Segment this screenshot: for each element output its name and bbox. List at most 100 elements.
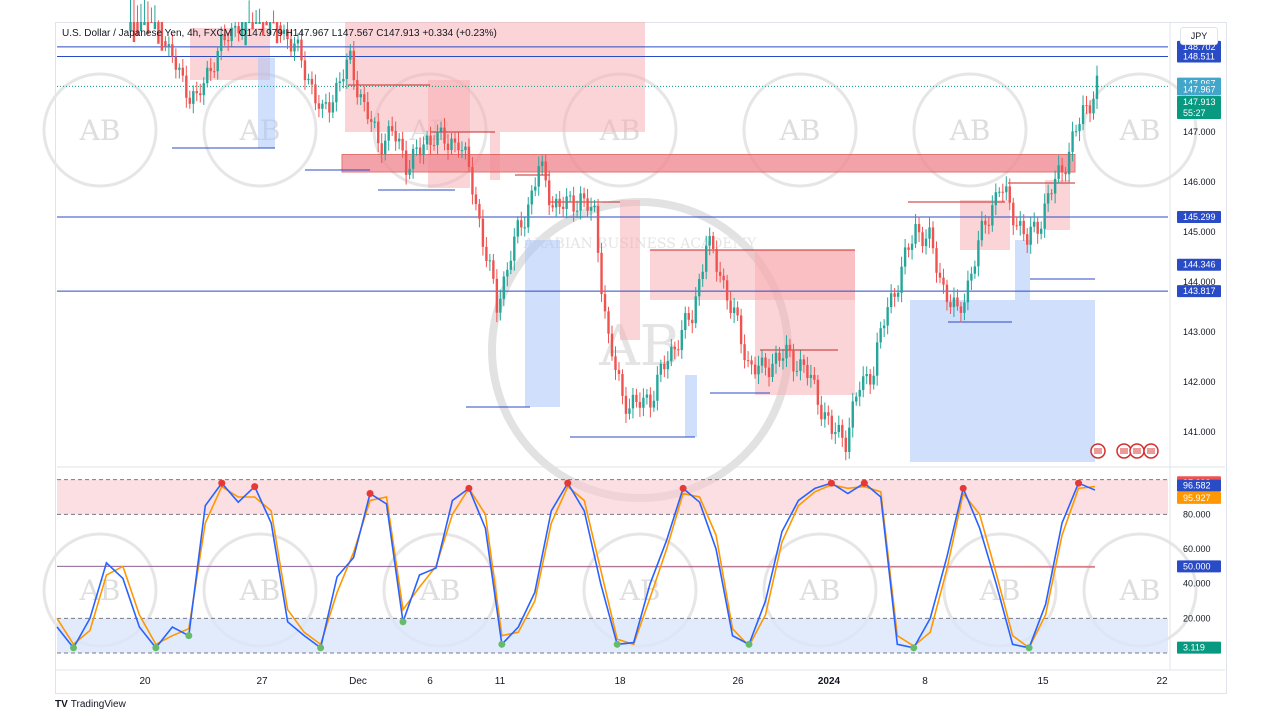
price-tag[interactable] xyxy=(1177,211,1221,224)
price-tag-label: 147.913 xyxy=(1183,97,1216,107)
candle-body xyxy=(129,22,132,31)
candle-body xyxy=(935,248,938,273)
candle-body xyxy=(677,349,680,351)
candle-body xyxy=(652,400,656,408)
candle-body xyxy=(1029,226,1032,245)
candle-body xyxy=(711,235,715,249)
sell-signal-dot xyxy=(679,484,687,492)
sell-signal-dot xyxy=(218,479,226,487)
candle-body xyxy=(1074,131,1078,133)
candle-body xyxy=(666,361,670,370)
candle-body xyxy=(160,22,164,51)
candle-body xyxy=(736,307,739,316)
time-axis-tick: 2024 xyxy=(818,676,841,687)
candle-body xyxy=(785,344,788,359)
candle-body xyxy=(851,401,854,428)
candle-body xyxy=(614,356,617,371)
candle-body xyxy=(143,22,146,26)
candle-body xyxy=(593,205,596,208)
candle-body xyxy=(966,280,970,303)
candle-body xyxy=(809,374,813,379)
candle-body xyxy=(893,293,896,297)
candle-body xyxy=(767,367,771,378)
candle-body xyxy=(338,81,342,84)
candle-body xyxy=(778,352,781,361)
supply-band xyxy=(341,154,1076,173)
price-tag[interactable] xyxy=(1177,285,1221,298)
candle-body xyxy=(300,39,303,61)
candle-body xyxy=(938,272,942,278)
candle-body xyxy=(994,192,998,206)
candle-body xyxy=(251,22,254,30)
candle-body xyxy=(1078,124,1081,132)
buy-signal-dot xyxy=(613,640,621,648)
candle-body xyxy=(150,22,153,23)
price-tag[interactable] xyxy=(1177,107,1221,119)
candle-body xyxy=(411,148,415,169)
osc-tag-label: 95.927 xyxy=(1183,493,1211,503)
candle-body xyxy=(617,370,621,375)
candle-body xyxy=(390,126,394,131)
candle-body xyxy=(670,346,673,362)
candle-body xyxy=(467,146,471,168)
buy-signal-dot xyxy=(745,640,753,648)
candle-body xyxy=(404,150,408,175)
supply-zone xyxy=(345,22,645,132)
candle-body xyxy=(310,78,314,85)
price-tag-label: 148.702 xyxy=(1183,42,1216,52)
time-axis-tick: 27 xyxy=(256,676,268,687)
osc-tag xyxy=(1177,491,1221,504)
candle-body xyxy=(830,415,834,434)
candle-body xyxy=(858,389,861,397)
candle-body xyxy=(293,43,296,52)
candle-body xyxy=(1057,165,1060,179)
candle-body xyxy=(324,102,328,104)
candle-body xyxy=(513,236,516,261)
candle-body xyxy=(774,352,778,364)
candle-body xyxy=(275,22,279,44)
candle-body xyxy=(914,223,917,244)
price-axis-tick: 145.000 xyxy=(1183,227,1216,237)
candle-body xyxy=(547,180,551,206)
candle-body xyxy=(1015,225,1018,227)
candle-body xyxy=(178,67,181,70)
supply-zone xyxy=(620,200,640,340)
candle-body xyxy=(1060,165,1064,173)
candle-body xyxy=(698,279,701,297)
stoch-k-line xyxy=(56,481,1096,650)
price-tag[interactable] xyxy=(1177,83,1221,96)
candle-body xyxy=(554,198,558,208)
demand-zone xyxy=(525,240,560,407)
candle-body xyxy=(746,360,750,362)
candle-body xyxy=(586,198,589,211)
candle-body xyxy=(764,357,767,368)
candle-body xyxy=(317,103,321,109)
candle-body xyxy=(869,374,872,385)
candle-body xyxy=(237,25,240,34)
candle-body xyxy=(213,71,216,73)
price-tag[interactable] xyxy=(1177,50,1221,63)
candle-body xyxy=(984,220,987,225)
price-tag[interactable] xyxy=(1177,96,1221,108)
price-tag[interactable] xyxy=(1177,258,1221,271)
time-axis-tick: Dec xyxy=(349,676,367,687)
candle-body xyxy=(328,102,331,113)
candle-body xyxy=(631,394,635,409)
candle-body xyxy=(753,364,757,375)
candle-body xyxy=(499,298,502,313)
candle-body xyxy=(401,138,404,151)
candle-body xyxy=(705,245,708,272)
candle-body xyxy=(1071,131,1074,152)
price-tag-label: 55:27 xyxy=(1183,108,1206,118)
currency-button[interactable]: JPY xyxy=(1180,27,1218,45)
candle-body xyxy=(230,27,233,41)
candle-body xyxy=(862,376,865,390)
watermark-text: AB xyxy=(799,574,841,607)
candle-body xyxy=(1005,186,1008,193)
buy-signal-dot xyxy=(185,632,193,640)
candle-body xyxy=(209,67,212,72)
candle-body xyxy=(352,50,355,81)
candle-body xyxy=(226,40,230,42)
sell-signal-dot xyxy=(1075,479,1083,487)
